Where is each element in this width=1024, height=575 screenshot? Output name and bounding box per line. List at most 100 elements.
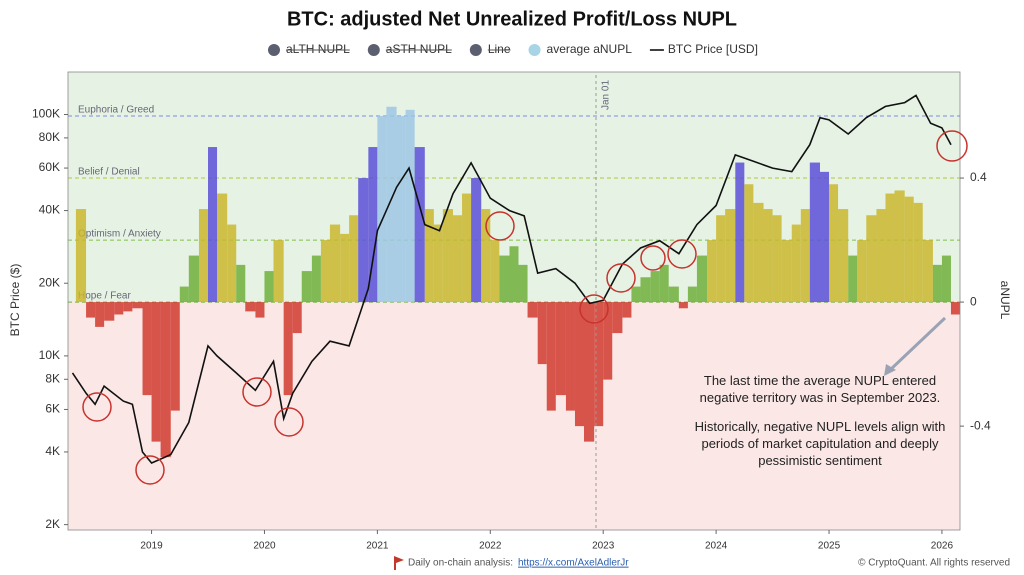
nupl-bar: [179, 286, 189, 303]
nupl-bar: [941, 255, 951, 303]
nupl-bar: [236, 264, 246, 303]
footer-link[interactable]: https://x.com/AxelAdlerJr: [518, 558, 629, 569]
nupl-bar: [725, 209, 736, 303]
nupl-bar: [132, 302, 143, 309]
nupl-bar: [829, 184, 839, 303]
nupl-bar: [320, 240, 330, 303]
nupl-bar: [245, 302, 256, 312]
nupl-bar: [499, 255, 510, 303]
nupl-bar: [707, 240, 717, 303]
nupl-bar: [838, 209, 849, 303]
legend-label: average aNUPL: [547, 42, 633, 56]
nupl-bar: [650, 271, 660, 303]
nupl-bar: [584, 302, 595, 442]
nupl-bar: [442, 209, 454, 303]
x-tick-label: 2020: [253, 541, 276, 552]
legend-swatch: [469, 44, 482, 56]
nupl-bar: [631, 286, 641, 303]
nupl-bar: [735, 162, 745, 303]
legend-label: BTC Price [USD]: [668, 42, 758, 56]
nupl-bar: [283, 302, 293, 396]
nupl-bar: [86, 302, 96, 318]
x-tick-label: 2023: [592, 541, 615, 552]
footer-text: Daily on-chain analysis:: [408, 558, 513, 569]
nupl-bar: [763, 209, 773, 303]
legend-label: aLTH NUPL: [286, 42, 350, 56]
nupl-bar: [668, 286, 679, 303]
nupl-bar: [75, 209, 87, 303]
nupl-bar: [142, 302, 152, 396]
nupl-bar: [151, 302, 161, 442]
zone-label: Optimism / Anxiety: [78, 229, 161, 240]
nupl-bar: [301, 271, 312, 303]
nupl-bar: [227, 224, 237, 303]
x-tick-label: 2021: [366, 541, 389, 552]
nupl-bar: [217, 193, 228, 303]
price-line: [71, 94, 952, 464]
nupl-bar: [170, 302, 180, 411]
nupl-bar: [386, 106, 397, 303]
nupl-bar: [368, 147, 378, 303]
y2-tick-label: -0.4: [970, 418, 991, 432]
nupl-bar: [922, 240, 933, 303]
nupl-bar: [95, 302, 105, 327]
note-arrowhead: [884, 364, 896, 376]
nupl-bar: [904, 196, 914, 303]
y-tick-label: 20K: [39, 275, 60, 289]
x-tick-label: 2026: [931, 541, 954, 552]
nupl-bar: [481, 209, 491, 303]
nupl-bar: [264, 271, 274, 303]
note: The last time the average NUPL entered n…: [699, 373, 941, 405]
nupl-bar: [696, 255, 708, 303]
nupl-bar: [471, 178, 482, 303]
nupl-bar: [537, 302, 547, 365]
nupl-bar: [594, 302, 604, 427]
y-tick-label: 10K: [39, 348, 60, 362]
negative-background: [68, 302, 960, 530]
nupl-bar: [716, 215, 726, 303]
nupl-bar: [160, 302, 171, 458]
nupl-bar: [876, 209, 886, 303]
legend-label: Line: [488, 42, 511, 56]
nupl-bar: [555, 302, 566, 396]
nupl-bar: [509, 246, 519, 303]
nupl-bar: [462, 193, 472, 303]
y2-tick-label: 0.4: [970, 170, 987, 184]
y-tick-label: 6K: [45, 402, 60, 416]
nupl-bar: [414, 147, 425, 303]
nupl-bar: [527, 302, 538, 318]
y-tick-label: 60K: [39, 160, 60, 174]
nupl-bar: [791, 224, 801, 303]
flag-icon: [394, 556, 404, 570]
nupl-bar: [866, 215, 877, 303]
nupl-bar: [273, 240, 284, 303]
y-axis-label: BTC Price ($): [8, 264, 22, 337]
plot-frame: [67, 71, 961, 531]
nupl-bar: [255, 302, 265, 318]
nupl-bar: [574, 302, 585, 427]
nupl-bar: [800, 209, 810, 303]
legend-swatch: [528, 44, 541, 56]
y-tick-label: 40K: [39, 203, 60, 217]
nupl-bar: [687, 286, 697, 303]
nupl-bar: [753, 202, 764, 303]
y2-axis-label: aNUPL: [998, 281, 1012, 320]
y-tick-label: 2K: [45, 517, 60, 531]
nupl-bar: [123, 302, 133, 312]
note-arrow: [888, 316, 947, 372]
nupl-bar: [781, 240, 792, 303]
nupl-bar: [340, 233, 350, 303]
legend-swatch: [367, 44, 380, 56]
nupl-bar: [433, 224, 443, 303]
legend-label: aSTH NUPL: [386, 42, 452, 56]
nupl-bar: [848, 255, 858, 303]
zone-label: Hope / Fear: [78, 291, 131, 302]
nupl-bar: [405, 109, 415, 303]
y-tick-label: 8K: [45, 371, 60, 385]
nupl-bar: [640, 277, 651, 303]
nupl-bar: [292, 302, 302, 334]
chart-title: BTC: adjusted Net Unrealized Profit/Loss…: [287, 8, 737, 30]
nupl-bar: [188, 255, 199, 303]
zone-label: Euphoria / Greed: [78, 105, 154, 116]
